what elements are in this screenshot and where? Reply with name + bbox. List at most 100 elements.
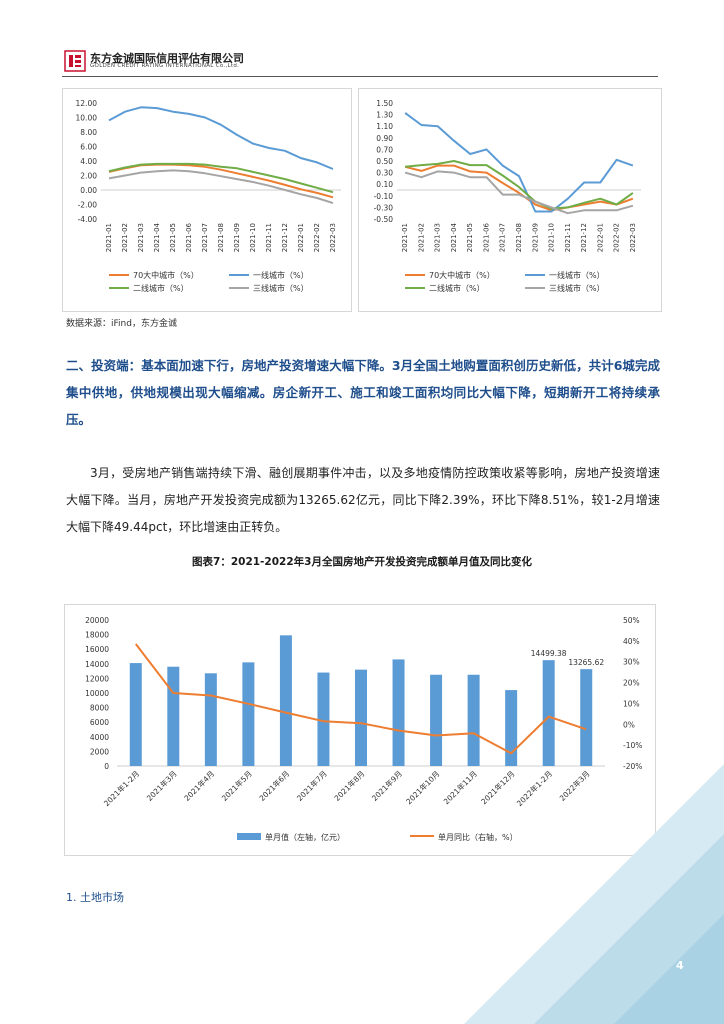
chart-c-left-y-tick: 18000	[85, 631, 109, 640]
chart-c-bar-10	[505, 690, 518, 766]
chart-c-x-tick: 2021年3月	[144, 768, 179, 803]
chart-c-bar-7	[392, 659, 405, 766]
chart-c-legend-label-line: 单月同比（右轴，%）	[438, 832, 518, 842]
chart-a-legend-label-0: 70大中城市（%）	[133, 270, 199, 280]
source-note: 数据来源：iFind，东方金诚	[66, 319, 177, 329]
chart-a-legend-label-3: 三线城市（%）	[253, 283, 309, 293]
chart-c-right-y-tick: 10%	[623, 699, 640, 708]
chart-c-legend-swatch-bar	[237, 833, 261, 840]
chart-b-x-tick: 2021-09	[531, 223, 539, 252]
chart-b-y-tick: 0.10	[376, 180, 393, 189]
chart-a-x-tick: 2021-06	[185, 222, 193, 252]
chart-c-left-y-tick: 16000	[85, 645, 109, 654]
chart-b-y-tick: 1.10	[376, 122, 393, 131]
chart-c-right-y-tick: -10%	[623, 741, 642, 750]
chart-c-bar-4	[279, 635, 292, 766]
chart-b-x-tick: 2021-08	[515, 223, 523, 252]
chart-b-y-tick: 0.30	[376, 169, 393, 178]
chart-a-x-tick: 2021-04	[153, 222, 161, 252]
chart-b-series-line-0	[404, 164, 634, 212]
chart-b-y-tick: -0.10	[374, 192, 394, 201]
golden-credit-logo-icon	[64, 50, 86, 72]
chart-b-series-line-1	[404, 112, 634, 213]
chart-a-series-line-0	[108, 163, 334, 199]
sub-heading-land-market: 1. 土地市场	[66, 891, 124, 904]
chart-c-right-y-tick: 30%	[623, 658, 640, 667]
chart-c-left-y-tick: 12000	[85, 674, 109, 683]
chart-b-y-tick: 0.70	[376, 145, 393, 154]
chart-b-x-tick: 2021-06	[482, 222, 490, 252]
chart-b-series-line-2	[404, 160, 634, 210]
chart-c-left-y-tick: 10000	[85, 689, 109, 698]
figure-7-title: 图表7：2021-2022年3月全国房地产开发投资完成额单月值及同比变化	[192, 556, 532, 568]
chart-a-y-tick: 6.00	[80, 143, 97, 152]
chart-b-x-tick: 2021-02	[417, 223, 425, 252]
chart-c-data-label-0: 14499.38	[531, 649, 567, 658]
housing-price-mom-chart: 1.50 1.30 1.10 0.90 0.70 0.50 0.30 0.10 -0.10 -0.…	[358, 88, 662, 312]
chart-a-x-tick: 2021-01	[105, 223, 113, 252]
housing-price-yoy-chart: 12.00 10.00 8.00 6.00 4.00 2.00 0.00 -2.00 -4.00…	[62, 88, 352, 312]
chart-c-bar-11	[542, 660, 555, 766]
chart-c-bar-9	[467, 674, 480, 766]
chart-b-y-tick: -0.50	[374, 215, 394, 224]
chart-a-y-tick: 0.00	[80, 186, 97, 195]
chart-a-legend-label-2: 二线城市（%）	[133, 283, 189, 293]
chart-c-left-y-tick: 8000	[90, 704, 109, 713]
header-company-name: 东方金诚国际信用评估有限公司	[90, 52, 244, 65]
chart-c-right-y-tick: 20%	[623, 679, 640, 688]
chart-c-right-y-tick: 50%	[623, 616, 640, 625]
chart-a-x-tick: 2021-12	[281, 223, 289, 252]
chart-a-y-tick: 10.00	[76, 114, 98, 123]
chart-c-right-y-tick: 40%	[623, 637, 640, 646]
chart-c-x-tick: 2021年4月	[182, 768, 217, 803]
body-paragraph: 3月，受房地产销售端持续下滑、融创展期事件冲击，以及多地疫情防控政策收紧等影响，…	[66, 466, 660, 534]
chart-c-bar-5	[317, 672, 330, 766]
chart-b-y-tick: 1.50	[376, 99, 393, 108]
chart-c-x-tick: 2021年8月	[332, 768, 367, 803]
chart-c-left-y-tick: 14000	[85, 660, 109, 669]
chart-c-bar-2	[204, 673, 217, 766]
chart-c-x-tick: 2021年6月	[257, 768, 292, 803]
chart-a-x-tick: 2022-02	[313, 223, 321, 252]
chart-c-x-tick: 2021年9月	[369, 768, 404, 803]
corner-decoration	[464, 764, 724, 1024]
chart-b-legend-label-2: 二线城市（%）	[429, 283, 485, 293]
chart-c-bar-6	[355, 669, 367, 766]
chart-b-x-tick: 2021-11	[564, 223, 572, 252]
chart-b-y-tick: 0.90	[376, 134, 393, 143]
chart-c-x-tick: 2021年1-2月	[101, 768, 141, 808]
chart-a-y-tick: 2.00	[80, 172, 97, 181]
chart-c-bar-1	[167, 666, 180, 766]
chart-a-series-line-1	[108, 106, 334, 170]
chart-b-x-tick: 2021-01	[401, 223, 409, 252]
chart-b-x-tick: 2022-01	[596, 223, 604, 252]
chart-b-legend-label-3: 三线城市（%）	[549, 283, 605, 293]
chart-a-legend-label-1: 一线城市（%）	[253, 270, 309, 280]
chart-c-x-tick: 2021年10月	[404, 768, 442, 806]
chart-a-y-tick: -4.00	[78, 215, 98, 224]
chart-a-series-line-2	[108, 162, 334, 194]
header-rule	[62, 76, 658, 77]
chart-c-right-y-tick: 0%	[623, 720, 635, 729]
chart-c-bar-3	[242, 662, 255, 766]
chart-b-x-tick: 2022-03	[629, 223, 637, 252]
chart-a-y-tick: 4.00	[80, 157, 97, 166]
investment-monthly-chart: 2000018000160001400012000100008000600040…	[64, 604, 656, 856]
chart-a-x-tick: 2021-05	[169, 223, 177, 252]
chart-c-right-y-tick: -20%	[623, 762, 642, 771]
chart-b-x-tick: 2021-07	[499, 223, 507, 252]
chart-a-x-tick: 2021-08	[217, 223, 225, 252]
chart-c-x-tick: 2021年5月	[219, 768, 254, 803]
chart-b-legend-label-0: 70大中城市（%）	[429, 270, 495, 280]
section-heading-investment: 二、投资端：基本面加速下行，房地产投资增速大幅下降。3月全国土地购置面积创历史新…	[66, 358, 660, 427]
chart-b-x-tick: 2021-03	[434, 223, 442, 252]
chart-b-x-tick: 2021-04	[450, 222, 458, 252]
chart-b-x-tick: 2021-12	[580, 223, 588, 252]
chart-c-left-y-tick: 20000	[85, 616, 109, 625]
chart-b-series-line-3	[404, 170, 634, 215]
chart-c-x-tick: 2021年7月	[294, 768, 329, 803]
chart-a-series-line-3	[108, 169, 334, 205]
chart-a-y-tick: 12.00	[76, 99, 98, 108]
chart-c-left-y-tick: 4000	[90, 733, 109, 742]
chart-a-y-tick: -2.00	[78, 201, 98, 210]
